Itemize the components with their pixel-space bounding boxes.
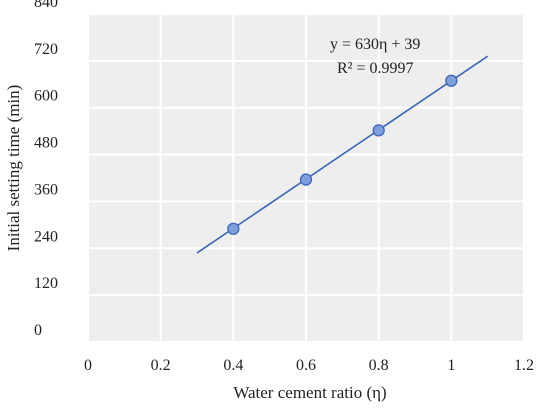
x-tick-label: 1.2 (514, 357, 534, 374)
y-tick-label: 360 (34, 181, 58, 198)
x-tick-label: 0.4 (223, 357, 243, 374)
y-tick-label: 0 (34, 322, 42, 339)
x-tick-label: 1 (447, 357, 455, 374)
y-tick-label: 600 (34, 88, 58, 105)
x-tick-labels: 0 0.2 0.4 0.6 0.8 1 1.2 (84, 357, 534, 374)
x-tick-label: 0.6 (296, 357, 316, 374)
x-tick-label: 0.8 (369, 357, 389, 374)
data-point (299, 173, 313, 186)
data-points (227, 74, 458, 235)
y-tick-label: 720 (34, 41, 58, 58)
y-tick-label: 480 (34, 135, 58, 152)
y-tick-label: 840 (34, 0, 58, 11)
data-point (445, 74, 458, 87)
equation-label: y = 630η + 39 (330, 36, 420, 53)
data-point (372, 124, 385, 137)
horizontal-gridlines (88, 13, 524, 343)
x-tick-label: 0.2 (151, 357, 171, 374)
trendline (196, 55, 489, 254)
y-tick-labels: 0 120 240 360 480 600 720 840 (34, 0, 58, 339)
data-point (227, 222, 240, 235)
vertical-gridlines (87, 14, 525, 342)
y-tick-label: 240 (34, 228, 58, 245)
y-tick-label: 120 (34, 275, 58, 292)
y-axis-title: Initial setting time (min) (4, 85, 23, 252)
r-squared-label: R² = 0.9997 (337, 60, 414, 77)
x-tick-label: 0 (84, 357, 92, 374)
x-axis-title: Water cement ratio (η) (233, 383, 386, 402)
